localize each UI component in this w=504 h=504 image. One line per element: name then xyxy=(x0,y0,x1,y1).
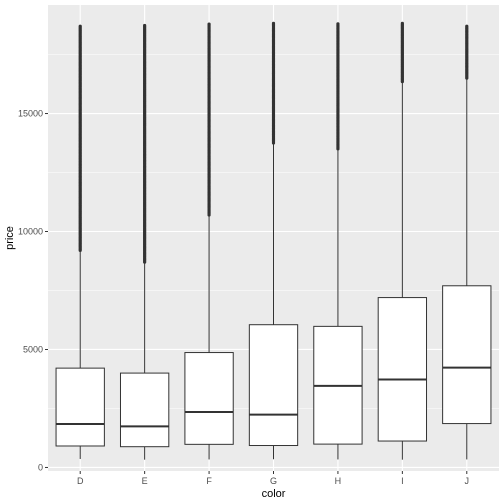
box-iqr xyxy=(119,372,170,448)
box-iqr xyxy=(377,297,428,442)
x-tick-label: G xyxy=(270,476,277,486)
y-tick-label: 5000 xyxy=(23,344,43,354)
outlier-point xyxy=(336,22,340,26)
outliers-G xyxy=(271,21,276,145)
outliers-H xyxy=(336,22,340,151)
y-tick-label: 0 xyxy=(38,462,43,472)
box-E xyxy=(119,23,170,460)
box-H xyxy=(313,22,363,460)
outliers-D xyxy=(78,24,82,252)
box-G xyxy=(248,21,299,460)
box-I xyxy=(377,21,428,460)
outlier-point xyxy=(465,24,469,28)
y-axis-title: price xyxy=(4,226,16,250)
outlier-point xyxy=(143,23,147,28)
outliers-J xyxy=(465,24,469,80)
y-tick-label: 15000 xyxy=(18,109,43,119)
box-F xyxy=(184,22,234,460)
boxes-layer xyxy=(55,21,492,460)
x-tick-label: H xyxy=(335,476,342,486)
box-iqr xyxy=(442,285,492,425)
box-iqr xyxy=(55,367,105,447)
x-tick-label: E xyxy=(142,476,148,486)
box-D xyxy=(55,24,105,459)
x-tick-label: J xyxy=(465,476,470,486)
outlier-point xyxy=(271,21,276,26)
outliers-F xyxy=(207,22,211,217)
outlier-point xyxy=(78,24,82,28)
x-tick-label: D xyxy=(77,476,84,486)
x-tick-label: I xyxy=(401,476,404,486)
outliers-E xyxy=(143,23,147,264)
box-iqr xyxy=(184,352,234,445)
box-J xyxy=(442,24,492,460)
axes-layer: 0 5000 10000 15000 D E F G H I J xyxy=(18,109,469,486)
x-tick-label: F xyxy=(206,476,212,486)
box-iqr xyxy=(248,324,299,447)
outlier-point xyxy=(207,22,211,26)
outlier-point xyxy=(400,21,404,26)
x-axis-title: color xyxy=(262,488,286,500)
y-tick-label: 10000 xyxy=(18,227,43,237)
outliers-I xyxy=(400,21,404,84)
